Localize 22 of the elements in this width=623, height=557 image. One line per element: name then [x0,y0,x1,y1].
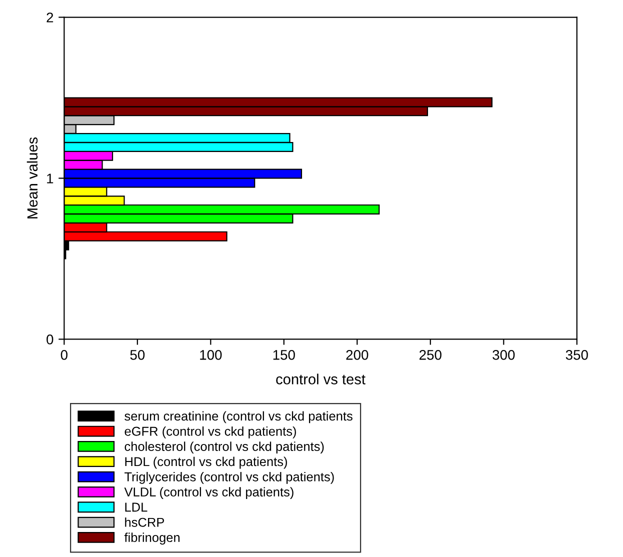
legend-label: eGFR (control vs ckd patients) [124,426,296,438]
legend-label: serum creatinine (control vs ckd patients [124,411,352,424]
x-tick-label: 50 [130,350,145,360]
legend-label: hsCRP [125,517,164,527]
x-tick-label: 150 [273,350,295,360]
x-tick-label: 200 [346,350,368,360]
y-axis-title: Mean values [26,137,38,218]
x-tick-label: 300 [492,350,515,360]
x-tick-label: 100 [200,350,222,360]
y-tick-label: 2 [46,12,54,22]
x-axis-title: control vs test [276,374,366,384]
legend-label: fibrinogen [124,532,180,545]
legend-label: Triglycerides (control vs ckd patients) [124,472,334,484]
legend-label: VLDL (control vs ckd patients) [124,487,294,500]
legend-label: cholesterol (control vs ckd patients) [124,442,324,454]
x-tick-label: 250 [420,350,442,360]
x-tick-label: 350 [566,350,588,360]
y-tick-label: 1 [47,174,54,184]
x-tick-label: 0 [60,350,68,360]
y-tick-label: 0 [46,334,54,344]
legend-label: HDL (control vs ckd patients) [125,456,287,469]
legend-label: LDL [125,502,148,512]
